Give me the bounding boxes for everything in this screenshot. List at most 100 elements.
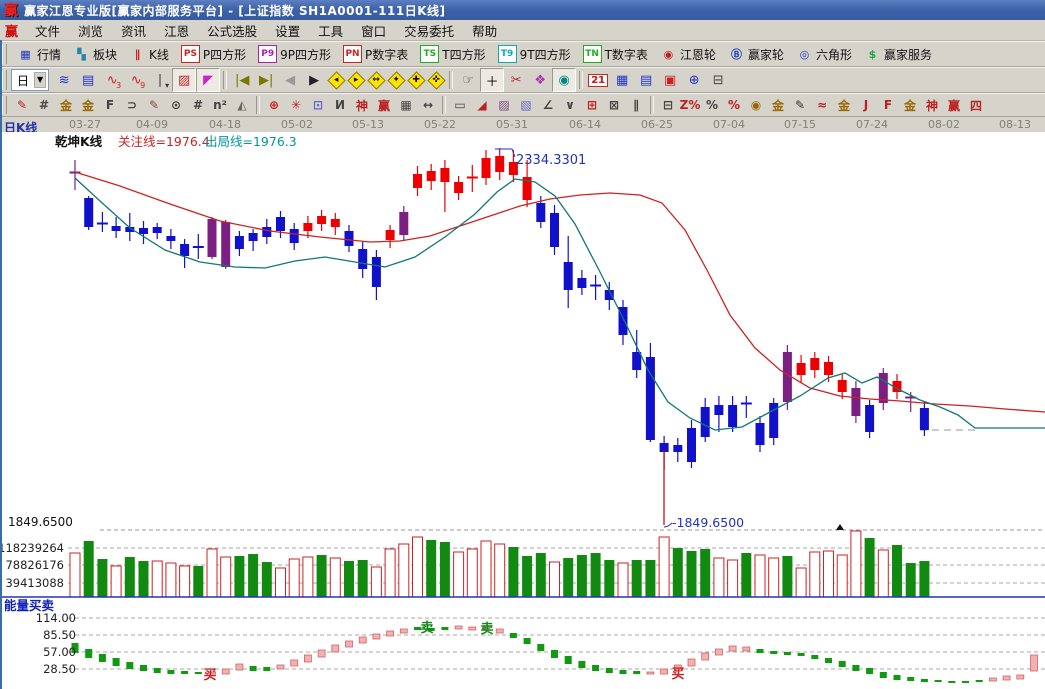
chart-area[interactable]: 乾坤K线 关注线=1976.4 出局线=1976.3 2334.3301 1849.65… bbox=[0, 132, 1045, 689]
table123-icon[interactable]: ▦ bbox=[400, 98, 412, 112]
pen-grid-icon[interactable]: ✎ bbox=[148, 98, 160, 112]
p-square-button[interactable]: PS P四方形 bbox=[175, 42, 252, 66]
percent-icon[interactable]: % bbox=[705, 98, 719, 112]
last-icon[interactable]: ▶| bbox=[258, 72, 274, 88]
period-combo[interactable]: 日 ▼ bbox=[11, 69, 50, 91]
calculator-icon[interactable]: ▦ bbox=[616, 72, 629, 88]
f-angle-icon[interactable]: F bbox=[883, 98, 893, 112]
zoom-horizontal-icon[interactable]: ↔ bbox=[366, 70, 386, 90]
gold-line-icon[interactable]: 金 bbox=[771, 98, 784, 113]
brain-icon[interactable]: ◉ bbox=[552, 68, 577, 92]
n2-grid-icon[interactable]: n² bbox=[213, 98, 227, 112]
menu-item-4[interactable]: 公式选股 bbox=[207, 23, 258, 39]
circle-grid-icon[interactable]: ⊙ bbox=[170, 98, 182, 112]
report-icon[interactable]: ▤ bbox=[82, 72, 95, 88]
hexagon-button[interactable]: ◎ 六角形 bbox=[790, 42, 858, 66]
grid-box-icon[interactable]: ⊞ bbox=[586, 98, 598, 112]
cross-box-icon[interactable]: ⊠ bbox=[608, 98, 620, 112]
printer-icon[interactable]: ⊟ bbox=[712, 72, 724, 88]
win-angle-icon[interactable]: 赢 bbox=[947, 98, 960, 113]
t-square-button[interactable]: TS T四方形 bbox=[414, 42, 491, 66]
measure-icon[interactable]: ✂ bbox=[510, 72, 522, 88]
menu-item-0[interactable]: 文件 bbox=[35, 23, 61, 39]
angle-lines-icon[interactable]: ∠ bbox=[542, 98, 554, 112]
9t-square-button[interactable]: T9 9T四方形 bbox=[492, 42, 577, 66]
chevron-down-icon[interactable]: ▼ bbox=[34, 72, 47, 88]
wave3-icon[interactable]: ∿ 3 bbox=[106, 72, 122, 91]
zpercent-icon[interactable]: Z% bbox=[679, 98, 701, 112]
zigzag-icon[interactable]: ∨ bbox=[565, 98, 575, 112]
spiral-grid-icon[interactable]: ⊃ bbox=[126, 98, 138, 112]
gold-angle-icon[interactable]: 金 bbox=[903, 98, 916, 113]
p-table-button[interactable]: PN P数字表 bbox=[337, 42, 414, 66]
menu-item-3[interactable]: 江恩 bbox=[164, 23, 190, 39]
zoom-left-icon[interactable]: ◂ bbox=[326, 70, 346, 90]
menu-item-5[interactable]: 设置 bbox=[275, 23, 301, 39]
f-grid-icon[interactable]: F bbox=[105, 98, 115, 112]
web-icon[interactable]: ⊕ bbox=[688, 72, 700, 88]
percent-line-icon[interactable]: % bbox=[727, 98, 741, 112]
zoom-right-icon[interactable]: ▸ bbox=[346, 70, 366, 90]
boxed-fan-icon[interactable]: ▨ bbox=[498, 98, 510, 112]
9p-square-button[interactable]: P9 9P四方形 bbox=[252, 42, 337, 66]
hand-icon[interactable]: ☞ bbox=[462, 72, 474, 88]
zoom-star-icon[interactable]: ✦ bbox=[386, 70, 406, 90]
hspan-icon[interactable]: ↔ bbox=[422, 98, 434, 112]
crosshair-icon[interactable]: ＋ bbox=[480, 68, 505, 92]
parallel-icon[interactable]: ∥ bbox=[633, 98, 639, 112]
gold-circle-icon[interactable]: ◉ bbox=[750, 98, 762, 112]
candle-style-icon[interactable]: ∣ ▾ bbox=[156, 72, 170, 91]
prev-icon[interactable]: ◀ bbox=[285, 72, 296, 88]
scale-icon[interactable]: ⊟ bbox=[662, 98, 674, 112]
gold-grid2-icon[interactable]: 金 bbox=[81, 98, 94, 113]
rect-tool-icon[interactable]: ▭ bbox=[454, 98, 466, 112]
sectors-button[interactable]: ▚ 板块 bbox=[67, 42, 123, 66]
zoom-cross-icon[interactable]: ✜ bbox=[426, 70, 446, 90]
quotes-button[interactable]: ▦ 行情 bbox=[11, 42, 67, 66]
target-icon[interactable]: ⊕ bbox=[268, 98, 280, 112]
pattern-icon[interactable]: ≋ bbox=[58, 72, 70, 88]
j-angle-icon[interactable]: J bbox=[863, 98, 869, 112]
gold-grid-icon[interactable]: 金 bbox=[59, 98, 72, 113]
gann-wheel-button[interactable]: ◉ 江恩轮 bbox=[654, 42, 722, 66]
shen-grid-icon[interactable]: 神 bbox=[355, 98, 368, 113]
star-lines-icon[interactable]: ✳ bbox=[290, 98, 302, 112]
menu-item-2[interactable]: 资讯 bbox=[121, 23, 147, 39]
wave-line-icon[interactable]: ≈ bbox=[816, 98, 828, 112]
indicator-bar bbox=[920, 679, 928, 682]
kline-button[interactable]: ∥ K线 bbox=[123, 42, 175, 66]
gann-shape-icon[interactable]: ❖ bbox=[534, 72, 546, 88]
gold-line2-icon[interactable]: 金 bbox=[837, 98, 850, 113]
winner-wheel-button[interactable]: Ⓑ 赢家轮 bbox=[722, 42, 790, 66]
fan-lines-icon[interactable]: ◢ bbox=[477, 98, 487, 112]
qiankun-icon[interactable]: ▨ bbox=[172, 68, 197, 92]
flag-icon[interactable]: ◤ bbox=[196, 68, 221, 92]
grid2-icon[interactable]: # bbox=[192, 98, 204, 112]
menu-item-1[interactable]: 浏览 bbox=[78, 23, 104, 39]
grid-icon[interactable]: # bbox=[38, 98, 50, 112]
menu-item-8[interactable]: 交易委托 bbox=[404, 23, 455, 39]
shen-angle-icon[interactable]: 神 bbox=[925, 98, 938, 113]
winner-service-button[interactable]: $ 赢家服务 bbox=[858, 42, 938, 66]
next-icon[interactable]: ▶ bbox=[309, 72, 320, 88]
menu-item-9[interactable]: 帮助 bbox=[472, 23, 498, 39]
boxed-star-icon[interactable]: ⊡ bbox=[312, 98, 324, 112]
wave9-icon[interactable]: ∿ 9 bbox=[130, 72, 146, 91]
calendar-icon[interactable]: 21 bbox=[586, 68, 610, 92]
first-icon[interactable]: |◀ bbox=[234, 72, 250, 88]
indicator-bar bbox=[140, 665, 147, 671]
t-table-button[interactable]: TN T数字表 bbox=[577, 42, 654, 66]
n-quote-icon[interactable]: И bbox=[334, 98, 346, 112]
menu-item-7[interactable]: 窗口 bbox=[361, 23, 387, 39]
save-icon[interactable]: ▣ bbox=[664, 72, 677, 88]
boxed-fan2-icon[interactable]: ▧ bbox=[520, 98, 532, 112]
angle-ruler-icon[interactable]: ◭ bbox=[237, 98, 247, 112]
notes-icon[interactable]: ▤ bbox=[640, 72, 653, 88]
menu-item-6[interactable]: 工具 bbox=[318, 23, 344, 39]
four-angle-icon[interactable]: 四 bbox=[969, 98, 982, 113]
pen-icon[interactable]: ✎ bbox=[16, 98, 28, 112]
zoom-plus-icon[interactable]: ✚ bbox=[406, 70, 426, 90]
win-grid-icon[interactable]: 赢 bbox=[377, 98, 390, 113]
draw-pen-icon[interactable]: ✎ bbox=[794, 98, 806, 112]
